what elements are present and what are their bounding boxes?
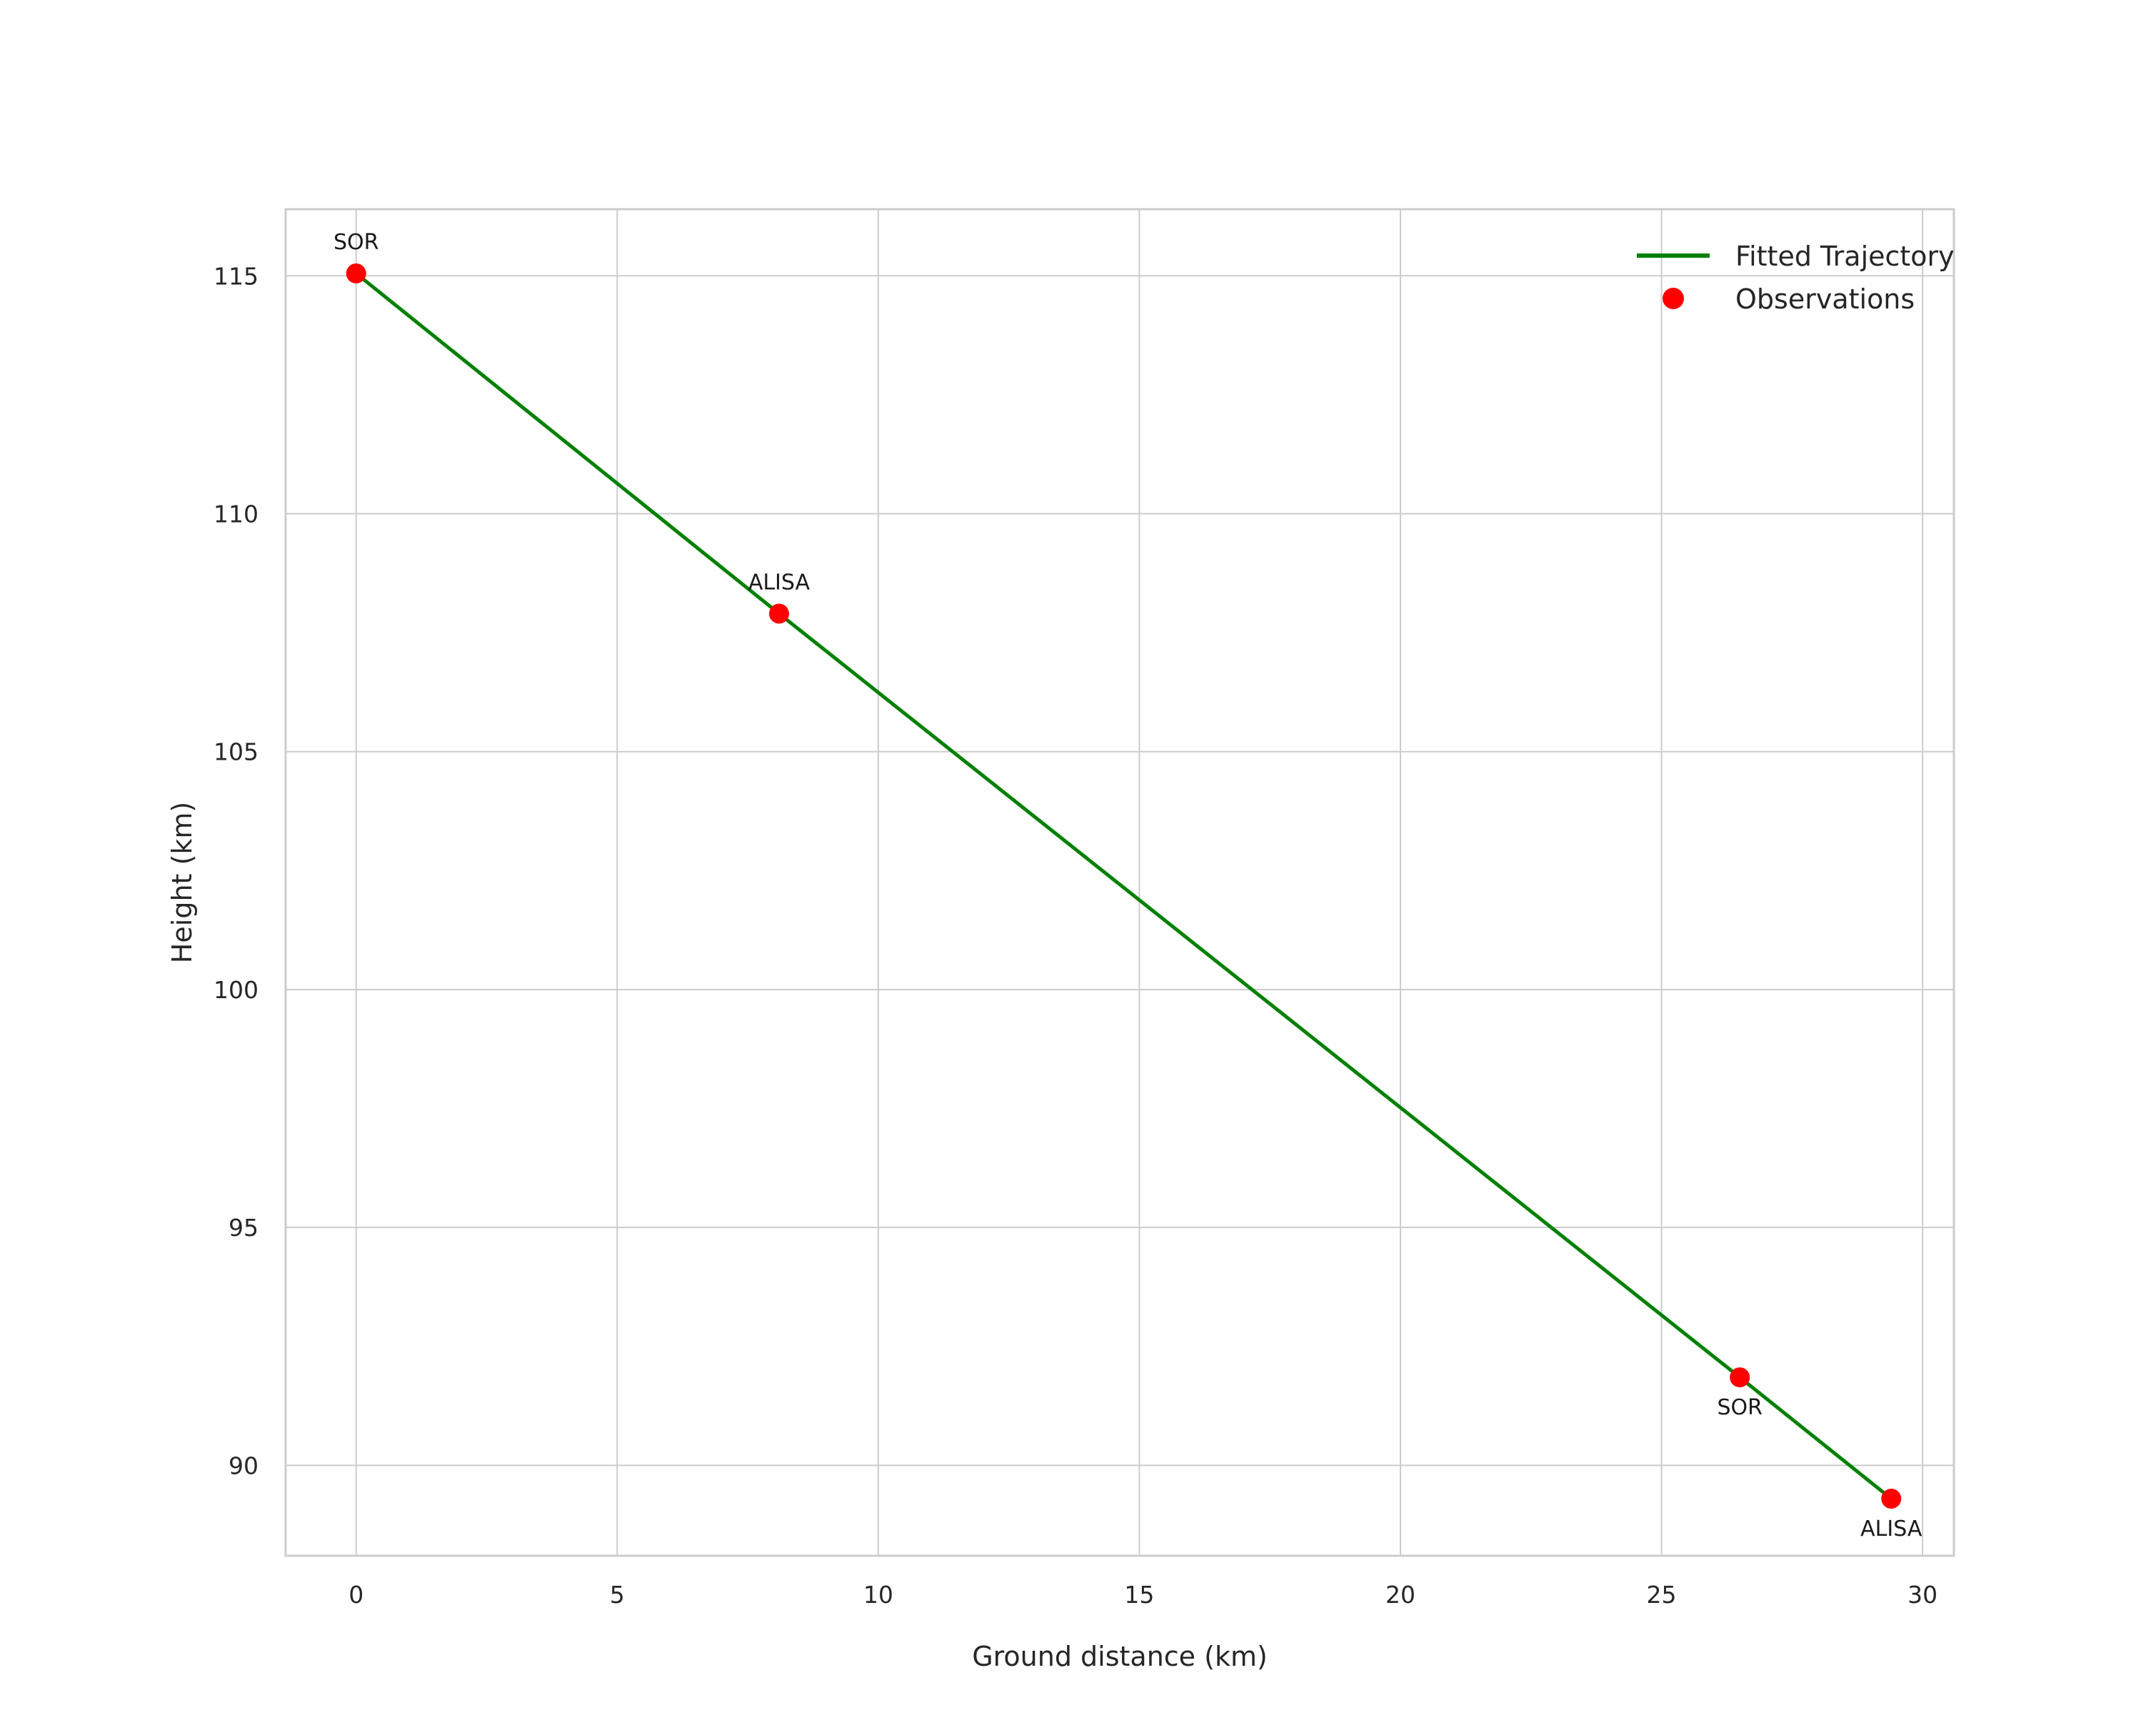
grid-lines [286, 209, 1954, 1556]
x-tick-labels: 0 5 10 15 20 25 30 [349, 1581, 1937, 1609]
data-series [346, 263, 1902, 1509]
observation-point [768, 603, 789, 624]
y-tick-label: 110 [214, 501, 259, 528]
y-tick-label: 90 [229, 1452, 259, 1479]
observation-point [1881, 1489, 1902, 1509]
x-tick-label: 20 [1385, 1581, 1415, 1609]
x-tick-label: 15 [1124, 1581, 1154, 1609]
observation-point [346, 263, 366, 283]
legend-entry-trajectory: Fitted Trajectory [1735, 241, 1955, 272]
observation-label: ALISA [748, 570, 811, 595]
y-tick-label: 115 [214, 262, 259, 290]
plot-border [284, 208, 1955, 1557]
legend-entry-observations: Observations [1735, 283, 1915, 315]
y-tick-labels: 90 95 100 105 110 115 [214, 262, 259, 1479]
legend-point-icon [1663, 288, 1684, 309]
x-tick-label: 30 [1907, 1581, 1937, 1609]
observation-label: SOR [334, 230, 379, 255]
observation-label: SOR [1717, 1395, 1763, 1420]
y-tick-label: 95 [229, 1214, 259, 1242]
x-tick-label: 10 [863, 1581, 893, 1609]
x-tick-label: 5 [610, 1581, 625, 1609]
x-axis-label: Ground distance (km) [972, 1641, 1268, 1672]
fitted-trajectory-line [354, 271, 1893, 1501]
y-axis-label: Height (km) [166, 802, 198, 963]
y-tick-label: 100 [214, 976, 259, 1004]
point-annotations: SOR ALISA SOR ALISA [334, 230, 1922, 1542]
x-tick-label: 25 [1647, 1581, 1677, 1609]
y-tick-label: 105 [214, 738, 259, 766]
x-tick-label: 0 [349, 1581, 363, 1609]
observation-label: ALISA [1860, 1517, 1922, 1542]
observation-point [1730, 1367, 1750, 1388]
legend: Fitted Trajectory Observations [1637, 241, 1955, 315]
